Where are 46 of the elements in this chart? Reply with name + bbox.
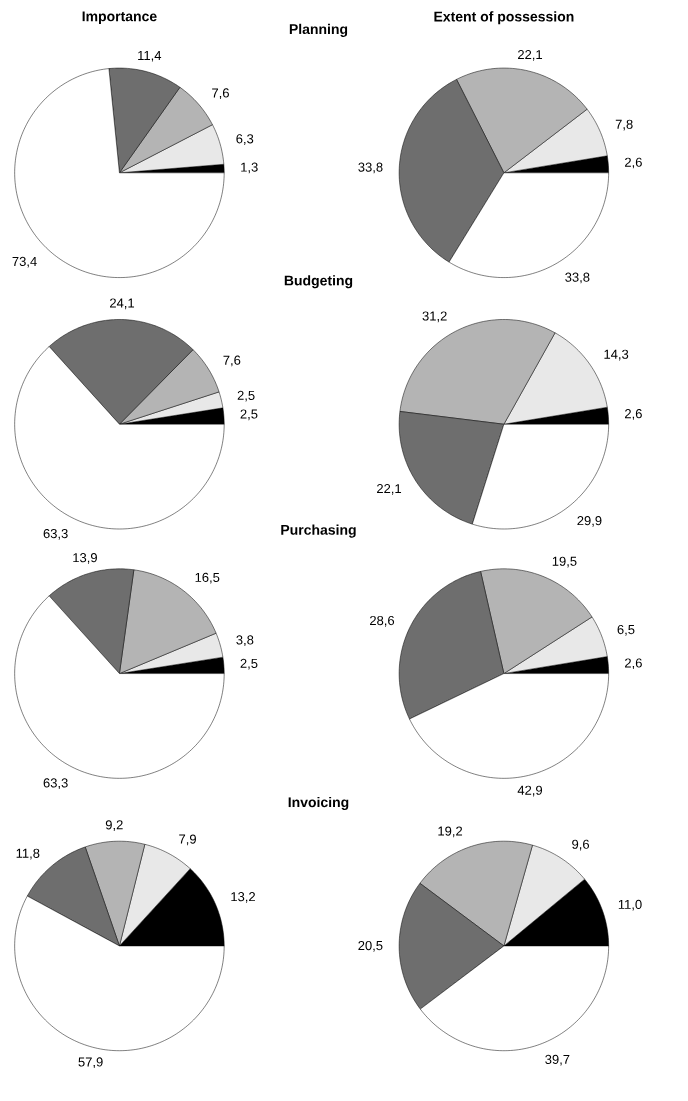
data-label: 2,6 [625, 658, 642, 670]
data-label: 31,2 [422, 311, 447, 323]
data-label: 9,6 [572, 839, 590, 851]
data-label: 39,7 [545, 1054, 570, 1066]
data-label: 73,4 [12, 256, 37, 268]
data-label: 6,5 [617, 624, 635, 636]
text: Planning [289, 23, 348, 37]
data-label: 13,9 [73, 553, 97, 564]
data-label: 19,2 [438, 826, 463, 838]
data-label: 33,8 [358, 162, 383, 174]
data-label: 63,3 [43, 778, 68, 790]
text: Purchasing [281, 524, 356, 538]
data-label: 33,8 [565, 272, 590, 284]
data-label: 3,8 [236, 635, 254, 647]
data-label: 11,4 [138, 51, 162, 62]
data-label: 2,6 [625, 157, 642, 169]
data-label: 2,5 [240, 658, 258, 670]
data-label: 20,5 [358, 940, 383, 952]
data-label: 22,1 [377, 484, 402, 495]
data-label: 19,5 [552, 556, 577, 568]
data-label: 16,5 [195, 572, 220, 584]
data-label: 57,9 [78, 1057, 103, 1069]
data-label: 13,2 [231, 892, 255, 903]
data-label: 63,3 [43, 528, 68, 540]
data-label: 6,3 [236, 134, 254, 145]
data-label: 22,1 [518, 49, 543, 61]
text: Budgeting [284, 275, 353, 289]
data-label: 2,5 [240, 409, 258, 421]
data-label: 42,9 [517, 785, 543, 797]
data-label: 7,9 [179, 834, 196, 846]
data-label: 1,3 [241, 162, 258, 174]
data-label: 2,5 [237, 390, 255, 402]
data-label: 28,6 [370, 615, 395, 627]
text: Invoicing [288, 796, 349, 811]
data-label: 29,9 [577, 516, 602, 527]
data-label: 7,8 [615, 119, 633, 131]
chart-title: Importance [82, 11, 157, 25]
data-label: 7,6 [223, 355, 241, 367]
data-label: 11,0 [618, 899, 642, 911]
chart-title: Extent of possession [434, 11, 574, 25]
data-label: 14,3 [604, 349, 629, 361]
data-label: 9,2 [105, 820, 123, 831]
data-label: 2,6 [625, 409, 642, 420]
data-label: 11,8 [16, 848, 40, 860]
data-label: 24,1 [110, 298, 135, 310]
data-label: 7,6 [212, 88, 229, 100]
